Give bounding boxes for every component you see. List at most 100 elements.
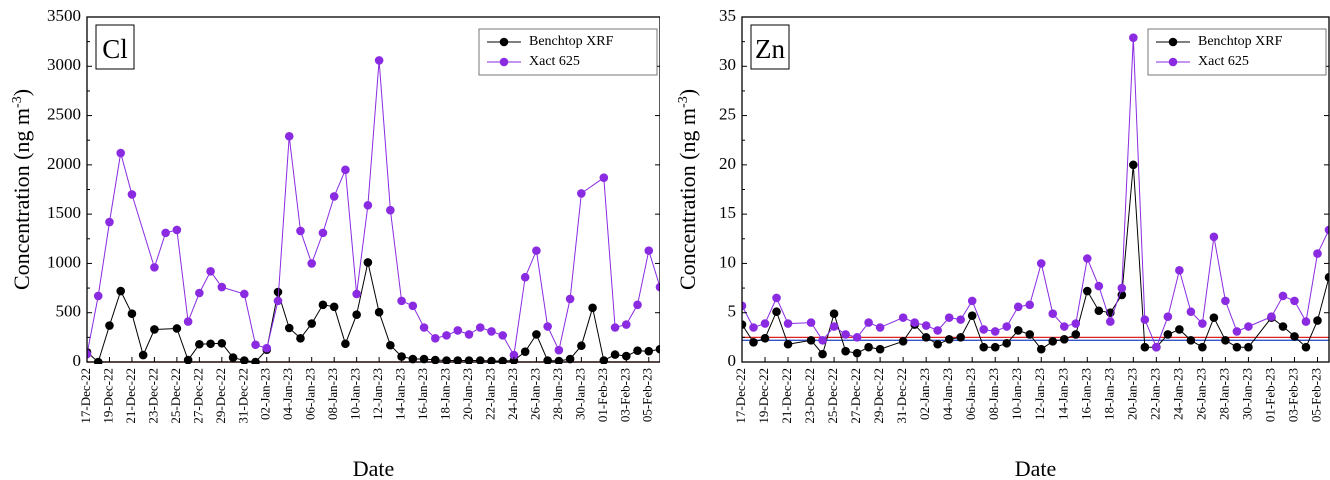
data-point <box>760 319 770 328</box>
data-point <box>408 354 418 364</box>
y-axis-label: Concentration (ng m-3) <box>675 89 700 290</box>
data-point <box>318 228 328 238</box>
data-point <box>397 352 406 361</box>
series-1 <box>87 56 660 360</box>
data-point <box>1036 259 1046 268</box>
data-point <box>430 355 440 364</box>
data-point <box>172 225 182 235</box>
y-axis-label-sup: -3 <box>676 96 691 108</box>
data-point <box>1140 315 1150 324</box>
y-tick-label: 35 <box>719 6 736 25</box>
data-point <box>520 347 530 356</box>
data-point <box>1025 330 1035 339</box>
legend-box <box>478 28 658 76</box>
data-point <box>1059 322 1069 331</box>
data-point <box>498 356 508 364</box>
data-point <box>1048 309 1058 319</box>
data-point <box>979 325 989 334</box>
data-point <box>161 228 170 238</box>
data-point <box>1324 272 1329 282</box>
data-point <box>262 343 272 353</box>
data-point <box>772 307 781 317</box>
data-point <box>1117 283 1127 293</box>
x-tick-label: 29-Dec-22 <box>213 368 228 424</box>
data-point <box>1244 342 1253 352</box>
data-point <box>87 349 92 359</box>
data-point <box>956 333 965 342</box>
data-point <box>307 319 317 328</box>
series-line <box>87 60 660 357</box>
data-point <box>944 313 954 322</box>
data-point <box>898 313 908 322</box>
data-point <box>806 318 816 327</box>
data-point <box>655 282 660 292</box>
series-1 <box>742 33 1329 352</box>
data-point <box>655 344 660 354</box>
data-point <box>852 333 862 342</box>
x-tick-label: 20-Jan-23 <box>460 368 475 420</box>
data-point <box>841 330 850 339</box>
x-tick-label: 24-Jan-23 <box>1170 368 1185 420</box>
x-tick-label: 21-Dec-22 <box>123 368 138 424</box>
y-axis-label-close: ) <box>9 89 34 96</box>
data-point <box>1209 313 1219 322</box>
y-tick-label: 1500 <box>47 203 81 222</box>
data-point <box>105 217 114 227</box>
data-point <box>1071 330 1081 339</box>
data-point <box>475 356 485 364</box>
data-point <box>1313 316 1322 325</box>
data-point <box>1129 33 1138 42</box>
data-point <box>783 319 793 328</box>
data-point <box>430 334 440 343</box>
x-tick-label: 30-Jan-23 <box>1239 368 1254 420</box>
data-point <box>543 356 552 364</box>
data-point <box>1221 336 1230 345</box>
data-point <box>921 321 931 330</box>
data-point <box>841 346 850 356</box>
data-point <box>1175 266 1184 275</box>
x-tick-label: 25-Dec-22 <box>168 368 183 424</box>
data-point <box>296 334 305 343</box>
x-tick-label: 28-Jan-23 <box>550 368 565 420</box>
x-tick-label: 03-Feb-23 <box>1285 368 1300 422</box>
data-point <box>1186 336 1196 345</box>
data-point <box>150 263 159 272</box>
x-tick-label: 05-Feb-23 <box>1308 368 1323 422</box>
x-tick-label: 20-Jan-23 <box>1124 368 1139 420</box>
data-point <box>195 339 204 349</box>
legend-swatch-marker <box>1168 57 1178 67</box>
legend-label: Xact 625 <box>1198 54 1249 69</box>
x-tick-label: 10-Jan-23 <box>348 368 363 420</box>
data-point <box>363 258 373 267</box>
x-tick-label: 12-Jan-23 <box>1032 368 1047 420</box>
data-point <box>829 322 839 331</box>
legend-label: Xact 625 <box>529 54 580 69</box>
data-point <box>498 331 508 340</box>
data-point <box>532 246 541 255</box>
data-point <box>967 296 977 306</box>
x-tick-label: 14-Jan-23 <box>393 368 408 420</box>
panel-label: Zn <box>755 34 785 64</box>
x-tick-label: 25-Dec-22 <box>825 368 840 424</box>
data-point <box>183 355 193 364</box>
x-tick-label: 19-Dec-22 <box>100 368 115 424</box>
data-point <box>875 323 885 332</box>
data-point <box>760 334 770 343</box>
data-point <box>1048 337 1058 346</box>
y-tick-label: 1000 <box>47 252 81 271</box>
data-point <box>742 301 747 311</box>
data-point <box>633 300 642 310</box>
data-point <box>1013 302 1023 312</box>
data-point <box>543 322 552 331</box>
data-point <box>509 350 519 360</box>
data-point <box>554 345 564 355</box>
data-point <box>1232 327 1242 336</box>
data-point <box>127 309 137 319</box>
data-point <box>1082 254 1092 263</box>
data-point <box>93 291 103 301</box>
data-point <box>352 289 361 299</box>
data-point <box>1244 322 1253 331</box>
data-point <box>956 315 965 324</box>
data-point <box>217 282 227 292</box>
data-point <box>621 320 631 329</box>
